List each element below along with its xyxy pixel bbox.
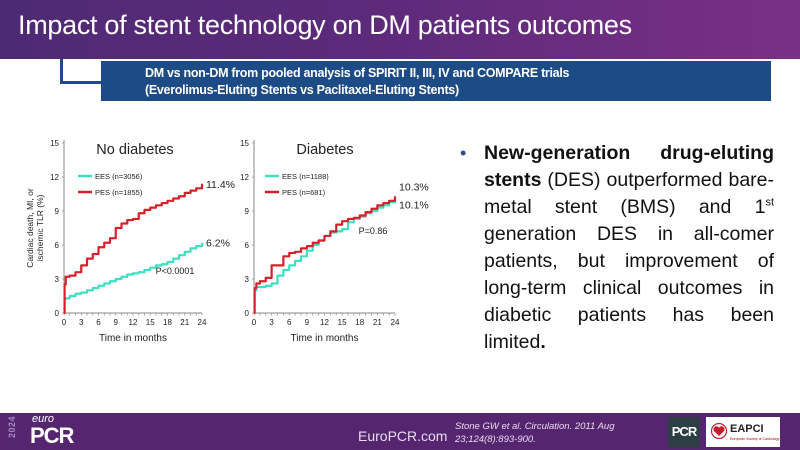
x-tick-label: 21: [180, 318, 189, 327]
y-tick-label: 3: [245, 275, 250, 284]
x-tick-label: 6: [96, 318, 101, 327]
x-axis-label: Time in months: [291, 333, 359, 344]
p-value-annotation: P=0.86: [359, 226, 388, 236]
slide-title: Impact of stent technology on DM patient…: [18, 10, 632, 40]
x-tick-label: 24: [198, 318, 207, 327]
x-tick-label: 3: [79, 318, 84, 327]
eapci-subtext: European Society of Cardiology: [730, 437, 780, 441]
bullet-point: • New-generation drug-eluting stents (DE…: [460, 140, 774, 356]
y-tick-label: 15: [50, 139, 59, 148]
x-tick-label: 18: [355, 318, 364, 327]
x-tick-label: 6: [287, 318, 292, 327]
chart-title: No diabetes: [96, 142, 173, 158]
subtitle-line: DM vs non-DM from pooled analysis of SPI…: [145, 66, 570, 80]
footer-year: 2024: [7, 416, 17, 439]
legend-label: PES (n=1855): [95, 188, 143, 197]
y-tick-label: 6: [245, 241, 250, 250]
series-line-pes: [63, 183, 204, 315]
bullet-end: .: [540, 331, 546, 353]
end-value-label: 10.3%: [399, 181, 429, 193]
y-tick-label: 0: [245, 309, 250, 318]
x-tick-label: 12: [129, 318, 138, 327]
y-tick-label: 12: [240, 173, 249, 182]
x-tick-label: 0: [62, 318, 67, 327]
connector-line: [60, 59, 63, 83]
y-tick-label: 3: [55, 275, 60, 284]
x-tick-label: 3: [269, 318, 274, 327]
p-value-annotation: P<0.0001: [156, 266, 195, 276]
superscript: st: [765, 196, 774, 209]
footer-euro: euro: [32, 413, 55, 425]
y-tick-label: 9: [245, 207, 250, 216]
series-line-pes: [253, 196, 397, 315]
x-tick-label: 9: [114, 318, 119, 327]
y-axis-label: Cardiac death, MI, or: [25, 188, 35, 268]
x-tick-label: 0: [252, 318, 257, 327]
eapci-logo: EAPCI European Society of Cardiology: [706, 417, 780, 447]
pcr-logo: PCR: [668, 417, 700, 447]
x-axis-label: Time in months: [99, 333, 167, 344]
bullet-text: New-generation drug-eluting stents (DES)…: [484, 140, 774, 356]
heart-icon: [711, 423, 727, 439]
chart-title: Diabetes: [296, 142, 353, 158]
connector-line: [60, 81, 102, 84]
title-bar: Impact of stent technology on DM patient…: [0, 0, 800, 59]
y-tick-label: 12: [50, 173, 59, 182]
series-line-ees: [63, 242, 204, 315]
bullet-dot-icon: •: [460, 143, 467, 163]
subtitle-box: DM vs non-DM from pooled analysis of SPI…: [101, 61, 771, 101]
legend-label: EES (n=3056): [95, 172, 143, 181]
end-value-label: 11.4%: [206, 179, 235, 191]
y-tick-label: 15: [240, 139, 249, 148]
x-tick-label: 24: [391, 318, 400, 327]
km-charts: 0 3 6 9 12 15 0 3 6 9 12 15 18 21 24 Time in months No d…: [25, 139, 429, 344]
y-axis-label: ischemic TLR (%): [35, 194, 45, 261]
series-line-ees: [253, 198, 397, 315]
x-tick-label: 15: [338, 318, 347, 327]
legend-label: PES (n=681): [282, 188, 326, 197]
subtitle-line: (Everolimus-Eluting Stents vs Paclitaxel…: [145, 83, 459, 97]
y-tick-label: 6: [55, 241, 60, 250]
bullet-text-part: (DES) outperformed bare-metal stent (BMS…: [484, 169, 774, 218]
y-tick-label: 0: [55, 309, 60, 318]
eapci-text: EAPCI: [730, 423, 764, 435]
end-value-label: 10.1%: [399, 200, 429, 212]
x-tick-label: 21: [373, 318, 382, 327]
europcr-logo: PCR: [30, 423, 74, 448]
x-tick-label: 9: [305, 318, 310, 327]
y-tick-label: 9: [55, 207, 60, 216]
bullet-bold: New-generation drug-eluting stents: [484, 142, 774, 191]
footer: 2024 euro PCR EuroPCR.com Stone GW et al…: [0, 413, 800, 450]
end-value-label: 6.2%: [206, 238, 230, 250]
legend-label: EES (n=1188): [282, 172, 329, 181]
footer-site-link[interactable]: EuroPCR.com: [358, 428, 448, 444]
x-tick-label: 12: [320, 318, 329, 327]
x-tick-label: 15: [146, 318, 155, 327]
x-tick-label: 18: [163, 318, 172, 327]
bullet-text-part: generation DES in all-comer patients, bu…: [484, 223, 774, 353]
citation: Stone GW et al. Circulation. 2011 Aug 23…: [455, 421, 615, 445]
